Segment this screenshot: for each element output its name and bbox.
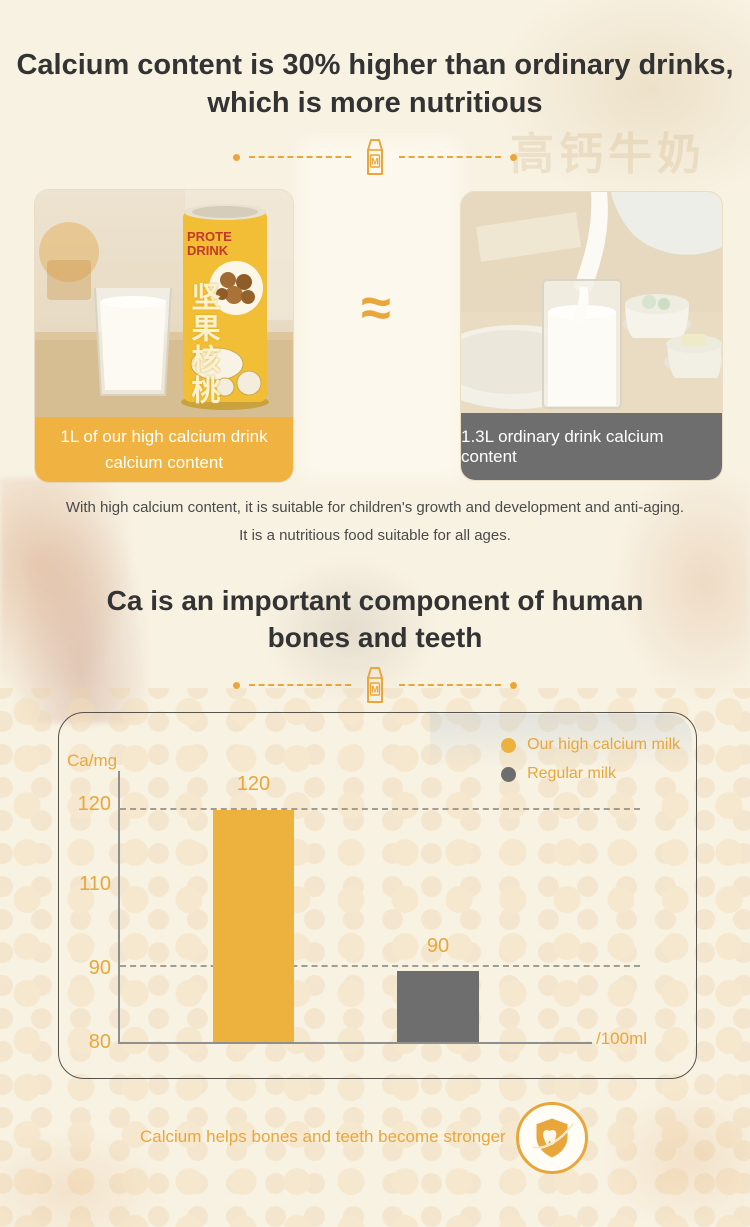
divider-dash [399, 156, 501, 158]
y-tick-120: 120 [77, 793, 111, 815]
gridline-120 [120, 808, 640, 810]
our-drink-photo: PROTE DRINK 坚果核桃 [35, 190, 293, 417]
secondary-headline-line1: Ca is an important component of human [106, 585, 644, 616]
can-label-line1: PROTE [187, 229, 232, 244]
legend-item-regular: Regular milk [501, 762, 680, 786]
can-chinese-text: 坚果核桃 [187, 282, 219, 406]
shield-tooth-glyph [532, 1118, 575, 1158]
divider-dash [249, 684, 351, 686]
divider-dot [233, 681, 240, 689]
divider-dash [399, 684, 501, 686]
shield-tooth-icon [516, 1102, 588, 1174]
y-tick-110: 110 [79, 873, 111, 895]
bg-corner-glow-right [590, 1080, 750, 1227]
benefit-paragraph-line2: It is a nutritious food suitable for all… [239, 527, 511, 544]
x-axis-line [118, 1042, 592, 1044]
divider-dot [510, 153, 517, 161]
benefit-paragraph: With high calcium content, it is suitabl… [0, 494, 750, 550]
ordinary-drink-photo [461, 192, 722, 413]
bar-regular [397, 971, 479, 1042]
main-headline-line1: Calcium content is 30% higher than ordin… [16, 49, 734, 81]
our-drink-card: PROTE DRINK 坚果核桃 1L of our high calcium … [35, 190, 293, 482]
ordinary-drink-caption: 1.3L ordinary drink calcium content [461, 413, 722, 480]
our-drink-photo-illustration [35, 190, 293, 417]
our-drink-caption-line2: calcium content [104, 453, 224, 472]
ordinary-drink-photo-illustration [461, 192, 722, 413]
approx-equal-symbol: ≈ [361, 278, 391, 338]
divider-dot [233, 153, 240, 161]
y-tick-80: 80 [88, 1031, 111, 1053]
secondary-headline-line2: bones and teeth [267, 622, 483, 653]
x-axis-unit-label: /100ml [596, 1029, 648, 1048]
section-divider: M [0, 660, 750, 710]
main-headline: Calcium content is 30% higher than ordin… [0, 46, 750, 122]
milk-carton-icon: M [367, 667, 383, 703]
bar-ours [213, 810, 294, 1042]
section-divider: M [0, 132, 750, 182]
secondary-headline: Ca is an important component of human bo… [0, 582, 750, 656]
legend-dot-ours-icon [501, 737, 517, 753]
y-axis-line [118, 771, 120, 1044]
can-label-text: PROTE DRINK [187, 230, 267, 258]
legend-dot-regular-icon [501, 766, 517, 782]
legend-item-ours: Our high calcium milk [501, 733, 680, 757]
y-tick-90: 90 [88, 957, 111, 979]
chinese-watermark: 高钙牛奶 [510, 130, 706, 179]
legend-label-regular: Regular milk [527, 765, 616, 782]
our-drink-caption-line1: 1L of our high calcium drink [60, 427, 268, 446]
y-axis-label: Ca/mg [67, 751, 118, 770]
chart-legend: Our high calcium milk Regular milk [501, 733, 680, 786]
benefit-paragraph-line1: With high calcium content, it is suitabl… [65, 499, 685, 516]
svg-text:M: M [371, 157, 379, 167]
footer-tagline: Calcium helps bones and teeth become str… [140, 1127, 506, 1146]
legend-label-ours: Our high calcium milk [527, 736, 680, 753]
can-label-line2: DRINK [187, 243, 229, 258]
calcium-bar-chart: Our high calcium milk Regular milk Ca/mg… [58, 712, 697, 1079]
milk-carton-icon: M [367, 139, 383, 175]
ordinary-drink-card: 1.3L ordinary drink calcium content [461, 192, 722, 480]
svg-text:M: M [371, 685, 379, 695]
gridline-90 [120, 965, 640, 967]
bar-value-regular: 90 [426, 935, 450, 957]
main-headline-line2: which is more nutritious [207, 87, 543, 119]
bar-value-ours: 120 [236, 773, 271, 795]
divider-dash [249, 156, 351, 158]
our-drink-caption: 1L of our high calcium drink calcium con… [35, 417, 293, 482]
divider-dot [510, 681, 517, 689]
